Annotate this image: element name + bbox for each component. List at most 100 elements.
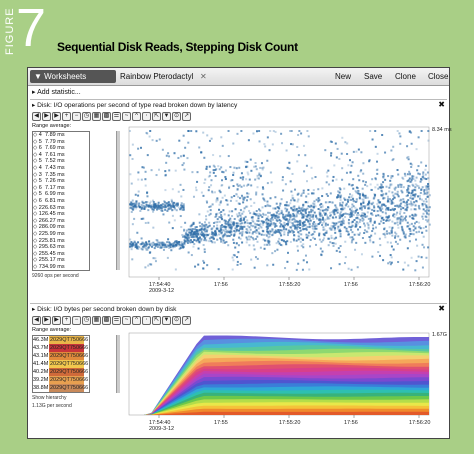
data-point [258, 130, 261, 132]
end-icon[interactable]: ▶ [52, 315, 61, 325]
data-point [381, 190, 384, 193]
x-tick-label: 17:55:20 [279, 282, 300, 288]
legend-item[interactable]: ◇ 6 7.17 ms [33, 185, 89, 192]
worksheet-close-icon[interactable]: ✕ [200, 72, 207, 81]
legend-item[interactable]: ◇ 5 7.52 ms [33, 158, 89, 165]
zoom-out-icon[interactable]: − [72, 111, 81, 121]
filter-icon[interactable]: ▼ [162, 111, 171, 121]
legend-item[interactable]: ◇ 12 6.45 ms [33, 211, 89, 218]
legend-item[interactable]: 41.4M 2029QT750666 [33, 360, 89, 368]
legend-item[interactable]: ◇ 73 4.99 ms [33, 264, 89, 271]
worksheets-button[interactable]: ▼ Worksheets [30, 70, 116, 83]
legend-item[interactable]: 43.7M 2029QT750666 [33, 344, 89, 352]
table-icon[interactable]: ▦ [92, 315, 101, 325]
worksheet-tab[interactable]: Rainbow Pterodactyl [120, 72, 194, 81]
data-point [360, 207, 363, 210]
data-point [205, 230, 208, 233]
legend-item[interactable]: ◇ 4 7.61 ms [33, 152, 89, 159]
data-point [193, 243, 196, 246]
data-point [238, 214, 241, 217]
export-icon[interactable]: ↗ [182, 111, 191, 121]
data-point [423, 203, 426, 206]
data-point [426, 171, 429, 174]
data-point [261, 193, 264, 196]
data-point [223, 234, 226, 237]
legend-item[interactable]: ◇ 22 5.81 ms [33, 238, 89, 245]
line-chart-icon[interactable]: ~ [122, 111, 131, 121]
scatter-icon[interactable]: ⋅ [142, 315, 151, 325]
end-icon[interactable]: ▶ [52, 111, 61, 121]
legend-item[interactable]: ◇ 28 6.09 ms [33, 224, 89, 231]
legend-item[interactable]: 43.1M 2029QT750666 [33, 352, 89, 360]
data-point [411, 177, 414, 180]
legend-item[interactable]: ◇ 26 6.27 ms [33, 218, 89, 225]
data-point [249, 228, 252, 231]
data-point [196, 240, 199, 243]
zoom-out-icon[interactable]: − [72, 315, 81, 325]
legend-item[interactable]: ◇ 5 7.79 ms [33, 139, 89, 146]
data-point [400, 186, 403, 189]
legend-item[interactable]: ◇ 25 5.45 ms [33, 251, 89, 258]
new-button[interactable]: New [335, 72, 352, 81]
legend-scrollbar[interactable] [116, 131, 120, 270]
legend-item[interactable]: 39.2M 2029QT750666 [33, 376, 89, 384]
zoom-in-icon[interactable]: + [62, 111, 71, 121]
legend-item[interactable]: ◇ 29 5.63 ms [33, 244, 89, 251]
list-icon[interactable]: ☰ [112, 111, 121, 121]
expand-icon[interactable]: ⇱ [152, 111, 161, 121]
legend-item[interactable]: ◇ 4 7.89 ms [33, 132, 89, 139]
legend-list[interactable]: 46.3M 2029QT750666 43.7M 2029QT750666 43.1M 2… [32, 335, 90, 393]
forward-icon[interactable]: ▶ [42, 315, 51, 325]
legend-list[interactable]: ◇ 4 7.89 ms ◇ 5 7.79 ms ◇ 6 7.69 ms ◇ 4 7.61 ms… [32, 131, 90, 272]
close-button[interactable]: Close [428, 72, 449, 81]
legend-item[interactable]: ◇ 5 7.26 ms [33, 178, 89, 185]
data-point [201, 223, 204, 226]
legend-item[interactable]: ◇ 6 7.69 ms [33, 145, 89, 152]
data-point [238, 236, 241, 239]
legend-item[interactable]: ◇ 5 6.99 ms [33, 191, 89, 198]
legend-item[interactable]: ◇ 6 6.81 ms [33, 198, 89, 205]
data-point [158, 241, 161, 244]
export-icon[interactable]: ↗ [182, 315, 191, 325]
legend-item[interactable]: ◇ 4 7.43 ms [33, 165, 89, 172]
area-chart-icon[interactable]: ^ [132, 315, 141, 325]
data-point [297, 154, 300, 157]
area-chart-icon[interactable]: ^ [132, 111, 141, 121]
forward-icon[interactable]: ▶ [42, 111, 51, 121]
show-hierarchy-link[interactable]: Show hierarchy [32, 395, 67, 401]
data-point [208, 233, 211, 236]
data-point [295, 221, 298, 224]
clone-button[interactable]: Clone [395, 72, 416, 81]
data-point [399, 218, 402, 221]
table-icon[interactable]: ▦ [92, 111, 101, 121]
panel-close-icon[interactable]: ✖ [438, 304, 445, 313]
grid-icon[interactable]: ▩ [102, 315, 111, 325]
legend-scrollbar[interactable] [116, 335, 120, 393]
clock-icon[interactable]: ◷ [82, 315, 91, 325]
grid-icon[interactable]: ▩ [102, 111, 111, 121]
clock-icon[interactable]: ◷ [82, 111, 91, 121]
scatter-icon[interactable]: ⋅ [142, 111, 151, 121]
back-icon[interactable]: ◀ [32, 315, 41, 325]
legend-item[interactable]: ◇ 22 5.99 ms [33, 231, 89, 238]
zoom-in-icon[interactable]: + [62, 315, 71, 325]
list-icon[interactable]: ☰ [112, 315, 121, 325]
legend-item[interactable]: 38.8M 2029QT750666 [33, 384, 89, 392]
data-point [156, 241, 159, 244]
expand-icon[interactable]: ⇱ [152, 315, 161, 325]
save-button[interactable]: Save [364, 72, 383, 81]
drill-icon[interactable]: ⊙ [172, 315, 181, 325]
line-chart-icon[interactable]: ~ [122, 315, 131, 325]
legend-item[interactable]: ◇ 3 7.35 ms [33, 172, 89, 179]
add-statistic-link[interactable]: ▸ Add statistic... [32, 89, 81, 96]
data-point [293, 214, 296, 217]
legend-item[interactable]: ◇ 25 5.17 ms [33, 257, 89, 264]
filter-icon[interactable]: ▼ [162, 315, 171, 325]
drill-icon[interactable]: ⊙ [172, 111, 181, 121]
data-point [335, 156, 338, 159]
back-icon[interactable]: ◀ [32, 111, 41, 121]
panel-close-icon[interactable]: ✖ [438, 100, 445, 109]
legend-item[interactable]: ◇ 22 6.63 ms [33, 205, 89, 212]
legend-item[interactable]: 40.2M 2029QT750666 [33, 368, 89, 376]
legend-item[interactable]: 46.3M 2029QT750666 [33, 336, 89, 344]
